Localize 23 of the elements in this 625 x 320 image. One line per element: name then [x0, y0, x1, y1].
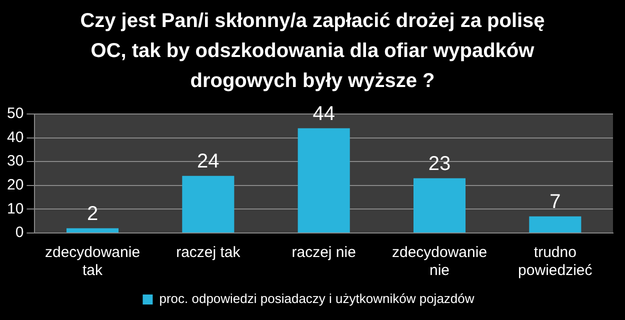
bar — [298, 128, 350, 232]
bar — [413, 178, 466, 232]
x-tick-label: raczej nie — [292, 244, 356, 262]
y-tick-label: 20 — [6, 176, 24, 194]
data-label: 44 — [312, 102, 335, 125]
y-tick-label: 50 — [6, 105, 24, 122]
x-tick-label: trudno powiedzieć — [518, 244, 593, 280]
x-tick-label: zdecydowanie nie — [392, 244, 488, 280]
chart-title: Czy jest Pan/i skłonny/a zapłacić drożej za polisę OC, tak by odszkodowania dla ofiar wypadków drogowych były wyższe ? — [79, 9, 546, 94]
y-tick-label: 10 — [6, 200, 24, 218]
bar — [66, 228, 119, 232]
legend-label: proc. odpowiedzi posiadaczy i użytkowników pojazdów — [159, 291, 475, 306]
bar — [182, 176, 234, 232]
y-tick-label: 30 — [6, 152, 24, 170]
data-label: 23 — [428, 152, 451, 175]
y-tick-label: 40 — [6, 128, 24, 146]
data-label: 2 — [86, 202, 98, 225]
data-label: 24 — [197, 150, 220, 172]
y-tick-label: 0 — [15, 224, 24, 242]
x-tick-label: raczej tak — [176, 244, 241, 262]
x-tick-label: zdecydowanie tak — [44, 244, 140, 280]
bar — [529, 216, 582, 232]
data-label: 7 — [550, 190, 561, 213]
